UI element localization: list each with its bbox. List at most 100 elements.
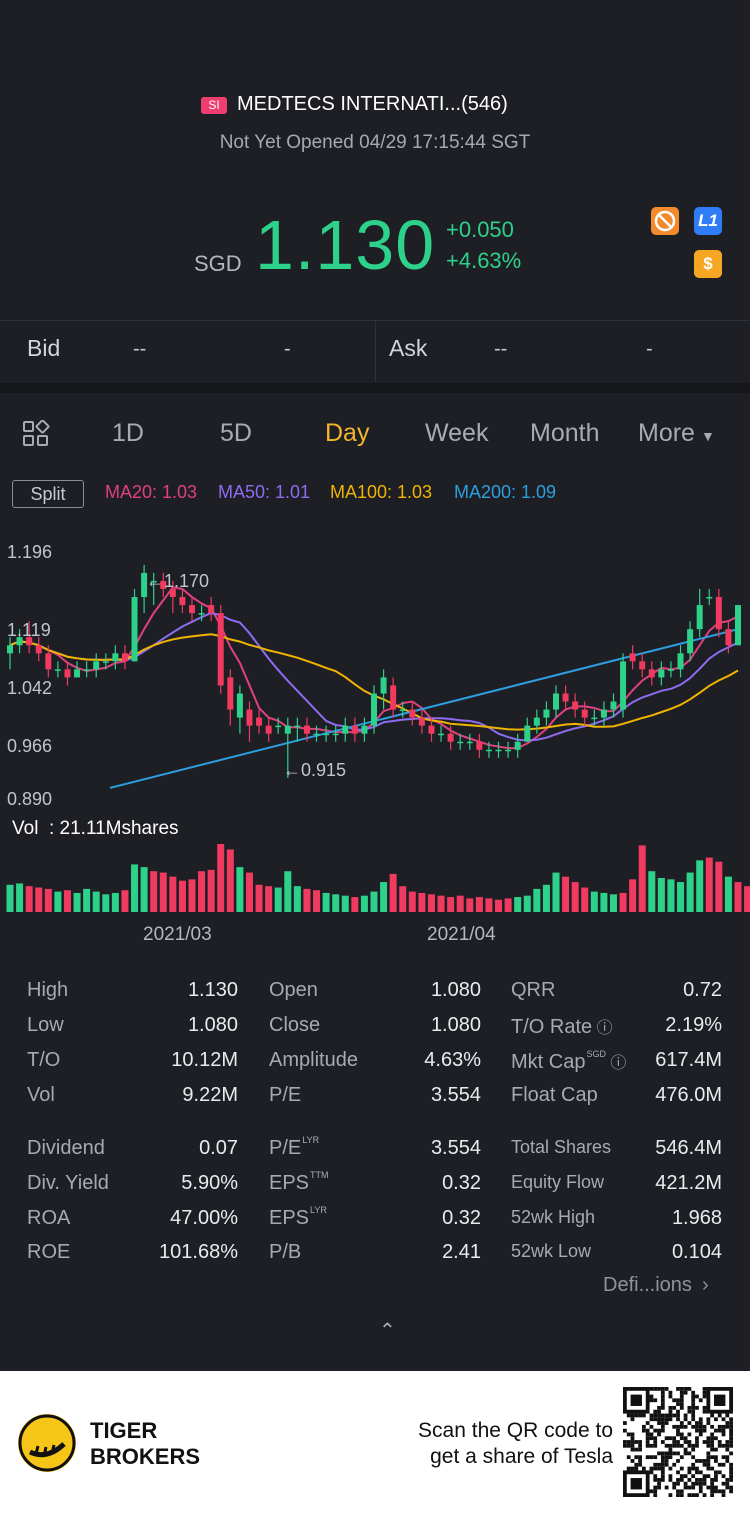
candle[interactable] bbox=[169, 588, 176, 598]
candle[interactable] bbox=[246, 709, 253, 726]
candle[interactable] bbox=[361, 725, 368, 734]
candle[interactable] bbox=[275, 725, 282, 728]
candle[interactable] bbox=[112, 653, 119, 662]
stat-label-text: EPS bbox=[269, 1207, 310, 1229]
stat-label-text: Low bbox=[27, 1014, 64, 1036]
dollar-icon[interactable]: $ bbox=[694, 250, 722, 278]
candle[interactable] bbox=[380, 677, 387, 694]
candle[interactable] bbox=[629, 653, 636, 662]
candle[interactable] bbox=[342, 725, 349, 734]
candle[interactable] bbox=[303, 725, 310, 734]
candle[interactable] bbox=[543, 709, 550, 718]
candle[interactable] bbox=[208, 605, 215, 614]
grid-icon[interactable] bbox=[22, 419, 50, 448]
level1-icon[interactable]: L1 bbox=[694, 207, 722, 235]
candle[interactable] bbox=[256, 717, 263, 726]
candle[interactable] bbox=[54, 669, 61, 671]
candle[interactable] bbox=[35, 645, 42, 654]
tab-5d[interactable]: 5D bbox=[220, 419, 252, 447]
candle[interactable] bbox=[371, 693, 377, 726]
candle[interactable] bbox=[658, 669, 665, 678]
candle[interactable] bbox=[687, 629, 694, 654]
candle[interactable] bbox=[572, 701, 579, 710]
candle[interactable] bbox=[620, 661, 627, 710]
candle[interactable] bbox=[121, 653, 128, 662]
candle[interactable] bbox=[581, 709, 588, 718]
candle[interactable] bbox=[323, 733, 330, 736]
candle[interactable] bbox=[102, 661, 109, 663]
candle[interactable] bbox=[696, 605, 703, 630]
candle[interactable] bbox=[706, 597, 713, 599]
tab-more[interactable]: More ▼ bbox=[638, 419, 715, 448]
candle[interactable] bbox=[591, 717, 598, 720]
candle[interactable] bbox=[505, 749, 512, 752]
no-short-icon[interactable] bbox=[651, 207, 679, 235]
candle[interactable] bbox=[150, 580, 157, 583]
tab-1d[interactable]: 1D bbox=[112, 419, 144, 447]
candle[interactable] bbox=[131, 597, 138, 662]
candle[interactable] bbox=[74, 669, 81, 678]
candle[interactable] bbox=[399, 709, 406, 712]
definitions-link[interactable]: Defi...ions › bbox=[603, 1274, 709, 1297]
candle[interactable] bbox=[476, 741, 483, 750]
candle[interactable] bbox=[332, 733, 339, 736]
qr-code-icon[interactable] bbox=[623, 1387, 733, 1497]
candle[interactable] bbox=[179, 597, 186, 606]
tab-week[interactable]: Week bbox=[425, 419, 489, 447]
candle[interactable] bbox=[562, 693, 569, 702]
candle[interactable] bbox=[677, 653, 684, 670]
candle[interactable] bbox=[735, 605, 741, 646]
candle[interactable] bbox=[93, 661, 100, 670]
candle[interactable] bbox=[160, 580, 167, 589]
candle[interactable] bbox=[236, 693, 243, 718]
chevron-up-icon[interactable]: ⌃ bbox=[379, 1320, 396, 1342]
candle[interactable] bbox=[284, 725, 291, 734]
candle[interactable] bbox=[514, 741, 521, 750]
tab-month[interactable]: Month bbox=[530, 419, 600, 447]
candle[interactable] bbox=[533, 717, 540, 726]
candle[interactable] bbox=[639, 661, 646, 670]
info-icon[interactable]: ⓘ bbox=[592, 1020, 613, 1037]
candle[interactable] bbox=[294, 725, 301, 728]
candle[interactable] bbox=[667, 669, 674, 671]
candle[interactable] bbox=[428, 725, 435, 734]
candle[interactable] bbox=[418, 717, 425, 726]
candle[interactable] bbox=[217, 613, 224, 686]
candle[interactable] bbox=[351, 725, 358, 734]
candle[interactable] bbox=[600, 709, 607, 718]
candle[interactable] bbox=[524, 725, 531, 742]
candle[interactable] bbox=[64, 669, 71, 678]
volume-bar bbox=[609, 894, 617, 912]
stat-label: 52wk High bbox=[511, 1207, 595, 1228]
candle[interactable] bbox=[141, 572, 148, 598]
stat-label: ROA bbox=[27, 1207, 70, 1230]
candle[interactable] bbox=[438, 733, 445, 736]
candle[interactable] bbox=[648, 669, 655, 678]
candle[interactable] bbox=[457, 741, 464, 744]
candle[interactable] bbox=[610, 701, 617, 710]
candle[interactable] bbox=[409, 709, 416, 718]
candle[interactable] bbox=[83, 669, 90, 671]
price-chart[interactable] bbox=[0, 540, 750, 920]
candle[interactable] bbox=[16, 637, 23, 646]
candle[interactable] bbox=[26, 637, 33, 646]
candle[interactable] bbox=[553, 693, 559, 710]
candle[interactable] bbox=[485, 749, 492, 752]
split-button[interactable]: Split bbox=[12, 480, 84, 508]
info-icon[interactable]: ⓘ bbox=[605, 1055, 627, 1072]
candle[interactable] bbox=[265, 725, 272, 734]
candle[interactable] bbox=[45, 653, 52, 670]
candle[interactable] bbox=[189, 605, 195, 614]
candle[interactable] bbox=[390, 685, 397, 710]
candle[interactable] bbox=[715, 597, 722, 630]
candle[interactable] bbox=[7, 645, 13, 654]
candle[interactable] bbox=[447, 733, 454, 742]
tab-day[interactable]: Day bbox=[325, 419, 370, 447]
candle[interactable] bbox=[227, 677, 234, 710]
stock-name[interactable]: MEDTECS INTERNATI...(546) bbox=[237, 93, 508, 115]
candle[interactable] bbox=[725, 629, 732, 646]
candle[interactable] bbox=[313, 733, 320, 736]
candle[interactable] bbox=[466, 741, 473, 744]
candle[interactable] bbox=[198, 613, 205, 615]
candle[interactable] bbox=[495, 749, 502, 752]
